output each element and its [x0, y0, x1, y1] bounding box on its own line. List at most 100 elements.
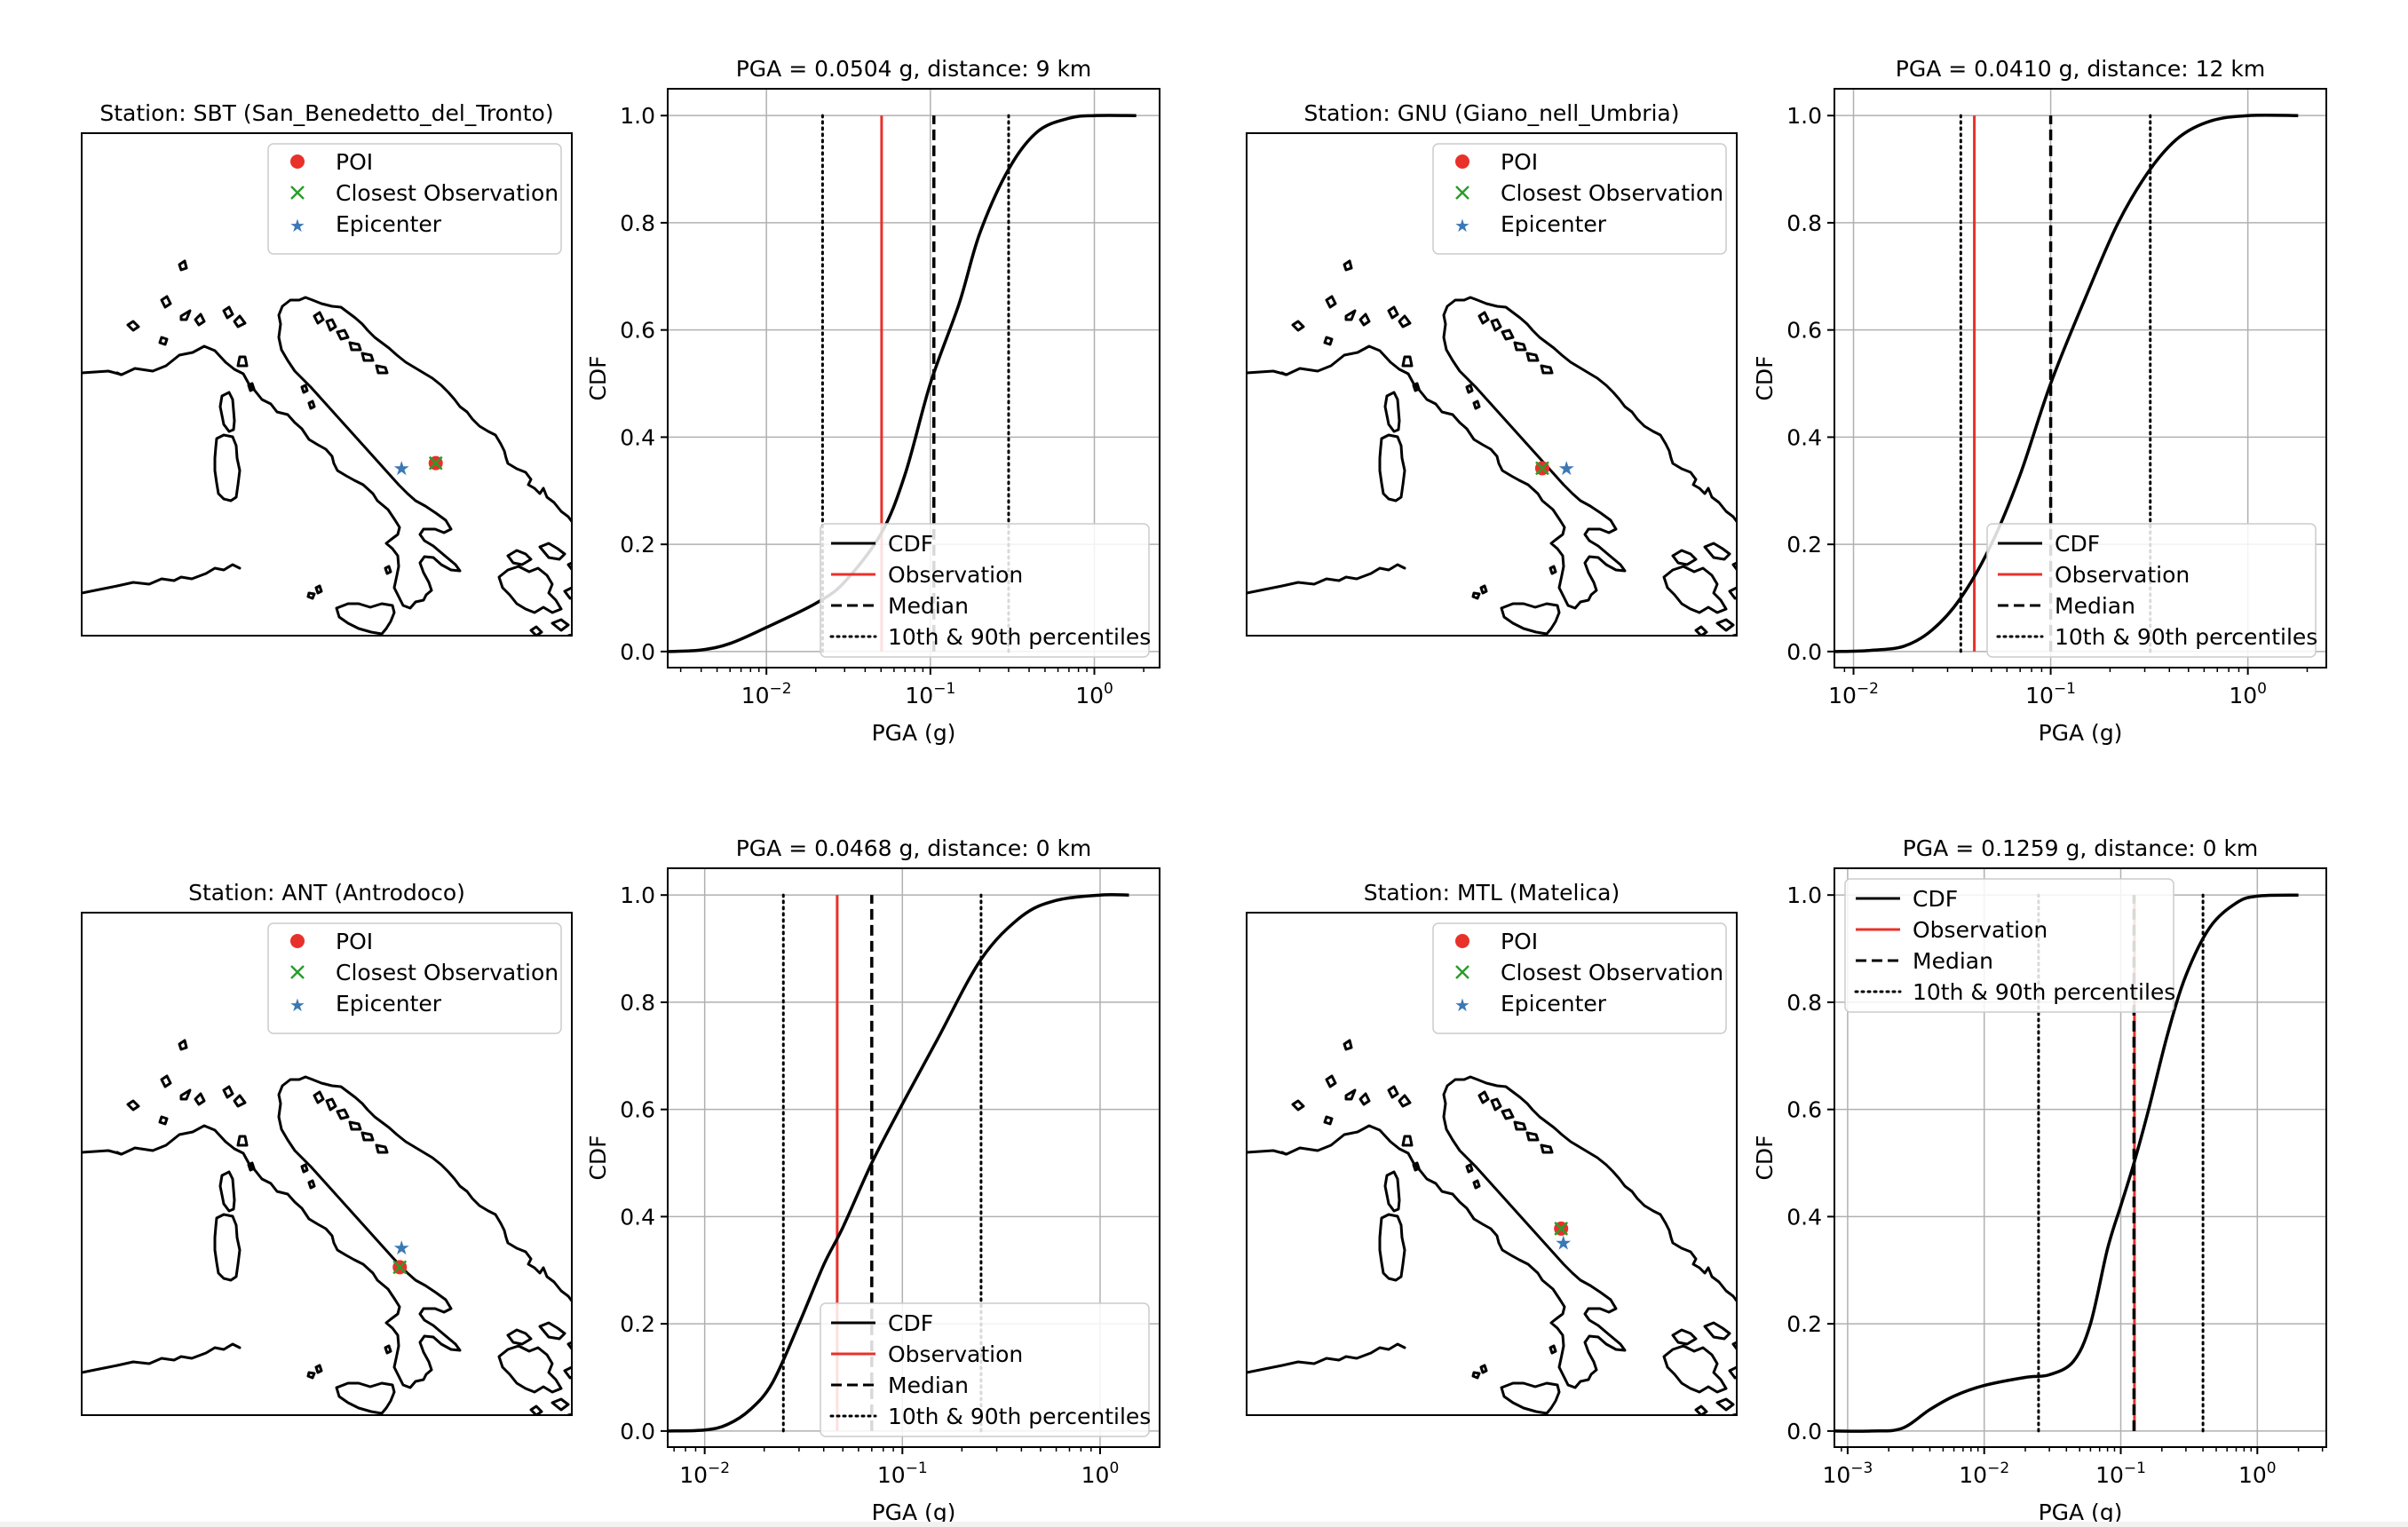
legend-poi-marker [1455, 934, 1469, 948]
axes-frame [667, 88, 1160, 669]
legend-percentiles-label: 10th & 90th percentiles [2055, 624, 2317, 650]
legend-epicenter-label: Epicenter [1501, 991, 1607, 1017]
closest-observation-marker [1535, 461, 1549, 476]
legend-cdf-label: CDF [888, 531, 933, 557]
x-axis-label: PGA (g) [2039, 1499, 2123, 1525]
legend-cdf-label: CDF [2055, 531, 2100, 557]
cdf-legend-box [1844, 878, 2174, 1013]
y-tick-label: 0.2 [620, 532, 655, 558]
map-area: ★ [1247, 259, 1737, 636]
map-panel-4: Station: MTL (Matelica) ★ ★ POI Closest Obse… [1246, 880, 1738, 1416]
coastline [1247, 1039, 1737, 1415]
y-tick-label: 0.0 [1786, 1419, 1822, 1444]
x-tick-label: 100 [1081, 1460, 1120, 1488]
y-tick-label: 0.8 [620, 210, 655, 236]
axes-frame [1834, 867, 2327, 1448]
x-tick-label: 10−2 [741, 680, 792, 708]
map-legend: ★ POI Closest Observation Epicenter [1432, 922, 1727, 1034]
map-legend: ★ POI Closest Observation Epicenter [267, 143, 562, 255]
legend-closest-label: Closest Observation [336, 180, 558, 206]
y-tick-label: 0.2 [1786, 532, 1822, 558]
legend-observation-label: Observation [888, 1341, 1023, 1367]
axes-frame [1834, 88, 2327, 669]
y-tick-label: 0.6 [620, 318, 655, 344]
x-tick-label: 100 [2238, 1460, 2277, 1488]
x-axis-label: PGA (g) [872, 1499, 956, 1525]
map-frame [81, 912, 573, 1416]
legend-poi-marker [290, 154, 305, 169]
legend-epicenter-marker: ★ [289, 215, 305, 236]
legend-median-label: Median [2055, 593, 2135, 619]
legend-epicenter-label: Epicenter [336, 991, 442, 1017]
y-tick-label: 0.6 [1786, 318, 1822, 344]
legend-poi-label: POI [1501, 929, 1538, 954]
axes-frame [667, 867, 1160, 1448]
map-legend: ★ POI Closest Observation Epicenter [1432, 143, 1727, 255]
legend-observation-label: Observation [1913, 917, 2048, 943]
map-title: Station: GNU (Giano_nell_Umbria) [1303, 100, 1679, 126]
x-axis-label: PGA (g) [872, 720, 956, 746]
y-axis-label: CDF [1752, 1135, 1778, 1180]
legend-poi-marker [1455, 154, 1469, 169]
epicenter-marker: ★ [392, 458, 410, 480]
cdf-legend: CDF Observation Median 10th & 90th percenti… [1844, 878, 2175, 1013]
legend-poi-marker [290, 934, 305, 948]
x-tick-label: 10−1 [2095, 1460, 2146, 1488]
map-frame [1246, 132, 1738, 637]
legend-epicenter-marker: ★ [1454, 215, 1470, 236]
cdf-title: PGA = 0.0468 g, distance: 0 km [736, 835, 1092, 861]
y-tick-label: 0.0 [620, 639, 655, 665]
y-tick-label: 0.8 [620, 990, 655, 1016]
y-tick-label: 0.2 [1786, 1311, 1822, 1337]
y-tick-label: 0.6 [1786, 1097, 1822, 1123]
map-area: ★ [82, 259, 572, 636]
x-tick-label: 100 [2229, 680, 2267, 708]
cdf-title: PGA = 0.0504 g, distance: 9 km [736, 56, 1092, 82]
cdf-panel-2: PGA = 0.0410 g, distance: 12 km 10−2 10−1 1… [1752, 56, 2327, 746]
legend-median-label: Median [888, 593, 969, 619]
cdf-legend-box [820, 523, 1150, 658]
legend-closest-label: Closest Observation [336, 960, 558, 985]
cdf-legend: CDF Observation Median 10th & 90th percenti… [1986, 523, 2317, 658]
cdf-legend: CDF Observation Median 10th & 90th percenti… [820, 1302, 1151, 1437]
y-tick-label: 0.2 [620, 1311, 655, 1337]
coastline [82, 259, 572, 636]
x-tick-label: 10−3 [1822, 1460, 1873, 1488]
legend-cdf-label: CDF [1913, 886, 1958, 912]
y-tick-label: 1.0 [620, 882, 655, 908]
plot-area [668, 868, 1160, 1447]
y-tick-label: 1.0 [1786, 882, 1822, 908]
x-axis-label: PGA (g) [2039, 720, 2123, 746]
legend-percentiles-label: 10th & 90th percentiles [1913, 979, 2175, 1005]
map-legend-box [1432, 922, 1727, 1034]
map-frame [1246, 912, 1738, 1416]
cdf-legend-box [820, 1302, 1150, 1437]
map-legend-box [267, 922, 562, 1034]
y-tick-label: 0.4 [1786, 424, 1822, 450]
y-axis-label: CDF [1752, 355, 1778, 400]
legend-poi-label: POI [336, 149, 373, 175]
map-area: ★ [82, 1039, 572, 1415]
cdf-curve [1834, 893, 2299, 1433]
x-tick-label: 10−2 [1828, 680, 1879, 708]
map-legend: ★ POI Closest Observation Epicenter [267, 922, 562, 1034]
legend-observation-label: Observation [888, 562, 1023, 588]
map-title: Station: ANT (Antrodoco) [188, 880, 465, 906]
legend-closest-label: Closest Observation [1501, 180, 1723, 206]
bottom-strip [0, 1522, 2408, 1527]
epicenter-marker: ★ [1555, 1233, 1572, 1255]
legend-closest-marker [290, 965, 305, 979]
x-tick-label: 10−1 [2025, 680, 2076, 708]
y-tick-label: 0.8 [1786, 990, 1822, 1016]
y-tick-label: 0.0 [620, 1419, 655, 1444]
coastline [82, 1039, 572, 1415]
y-tick-label: 0.6 [620, 1097, 655, 1123]
map-area: ★ [1247, 1039, 1737, 1415]
cdf-panel-1: PGA = 0.0504 g, distance: 9 km 10−2 10−1 10… [585, 56, 1160, 746]
cdf-curve [1834, 114, 2299, 653]
y-tick-label: 0.4 [620, 1204, 655, 1230]
map-title: Station: MTL (Matelica) [1364, 880, 1620, 906]
legend-epicenter-label: Epicenter [1501, 211, 1607, 237]
closest-observation-marker [392, 1260, 408, 1275]
legend-closest-marker [290, 186, 305, 200]
